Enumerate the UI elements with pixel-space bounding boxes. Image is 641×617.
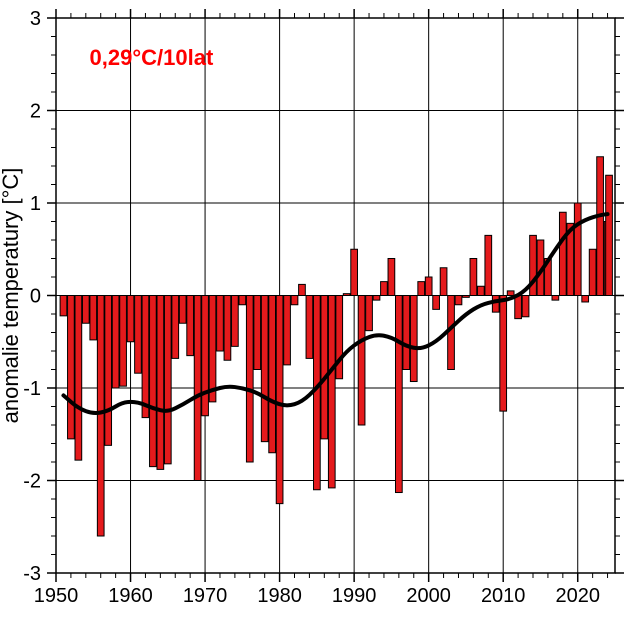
bar-2011 <box>507 291 514 296</box>
bar-2007 <box>477 286 484 295</box>
bar-1968 <box>187 296 194 356</box>
bar-1992 <box>366 296 373 331</box>
bar-1997 <box>403 296 410 370</box>
bar-2022 <box>589 249 596 295</box>
bar-1957 <box>105 296 112 446</box>
y-tick-label: 3 <box>30 8 41 30</box>
bar-1959 <box>120 296 127 387</box>
bar-1970 <box>202 296 209 416</box>
bar-1952 <box>68 296 75 439</box>
y-tick-label: -2 <box>23 471 41 493</box>
bar-1969 <box>194 296 201 481</box>
bar-1993 <box>373 296 380 301</box>
x-tick-label: 2010 <box>481 585 526 607</box>
bar-1984 <box>306 296 313 359</box>
bar-1979 <box>269 296 276 453</box>
bar-1991 <box>358 296 365 426</box>
bar-1955 <box>90 296 97 340</box>
x-tick-label: 2020 <box>555 585 600 607</box>
bar-1964 <box>157 296 164 470</box>
bar-1989 <box>343 294 350 296</box>
bar-2012 <box>515 296 522 319</box>
bar-2009 <box>492 296 499 313</box>
bar-1967 <box>179 296 186 324</box>
bar-1966 <box>172 296 179 359</box>
y-tick-label: -1 <box>23 378 41 400</box>
bar-1972 <box>217 296 224 352</box>
bar-1998 <box>410 296 417 382</box>
bar-last <box>606 175 613 295</box>
bar-1953 <box>75 296 82 461</box>
x-tick-label: 1960 <box>108 585 153 607</box>
bar-1973 <box>224 296 231 361</box>
y-axis-label: anomalie temperatury [°C] <box>0 168 23 424</box>
bar-1963 <box>150 296 157 467</box>
y-tick-label: 1 <box>30 193 41 215</box>
x-tick-label: 1980 <box>257 585 302 607</box>
x-tick-label: 1990 <box>332 585 377 607</box>
bar-2013 <box>522 296 529 317</box>
x-tick-label: 1950 <box>34 585 79 607</box>
chart-svg: 1950 1960 1970 1980 1990 2000 2010 2020 -3 -2 -1 0 1… <box>0 0 641 617</box>
bar-1987 <box>328 296 335 488</box>
y-tick-label: 0 <box>30 286 41 308</box>
bar-2021 <box>582 296 589 302</box>
bar-1974 <box>232 296 239 347</box>
bar-1977 <box>254 296 261 370</box>
bar-2001 <box>433 296 440 310</box>
bar-1980 <box>276 296 283 504</box>
bar-1976 <box>246 296 253 463</box>
y-tick-label: 2 <box>30 101 41 123</box>
bar-1999 <box>418 282 425 296</box>
bar-2017 <box>552 296 559 301</box>
bar-1978 <box>261 296 268 442</box>
y-tick-label: -3 <box>23 563 41 585</box>
trend-annotation: 0,29°C/10lat <box>90 45 214 70</box>
bar-1971 <box>209 296 216 402</box>
bar-2008 <box>485 235 492 295</box>
bar-1986 <box>321 296 328 439</box>
bar-1956 <box>97 296 104 537</box>
bar-2010 <box>500 296 507 412</box>
bar-1981 <box>284 296 291 365</box>
bar-2005 <box>463 296 470 298</box>
bar-2018 <box>559 212 566 295</box>
bar-1996 <box>395 296 402 493</box>
bar-1962 <box>142 296 149 418</box>
bar-2004 <box>455 296 462 305</box>
bar-1960 <box>127 296 134 342</box>
bar-1982 <box>291 296 298 305</box>
temperature-anomaly-chart: 1950 1960 1970 1980 1990 2000 2010 2020 -3 -2 -1 0 1… <box>0 0 641 617</box>
bar-1965 <box>164 296 171 464</box>
bar-1961 <box>135 296 142 374</box>
bar-2006 <box>470 259 477 296</box>
x-tick-label: 1970 <box>183 585 228 607</box>
bar-1975 <box>239 296 246 305</box>
bar-1951 <box>60 296 67 316</box>
bar-1954 <box>82 296 89 324</box>
bar-2002 <box>440 268 447 296</box>
bar-1990 <box>351 249 358 295</box>
bar-2023 <box>597 157 604 296</box>
bar-1958 <box>112 296 119 389</box>
bar-2020 <box>574 203 581 296</box>
bar-1994 <box>381 282 388 296</box>
x-tick-label: 2000 <box>406 585 451 607</box>
bar-2000 <box>425 277 432 296</box>
bar-1995 <box>388 259 395 296</box>
bar-1983 <box>299 284 306 295</box>
